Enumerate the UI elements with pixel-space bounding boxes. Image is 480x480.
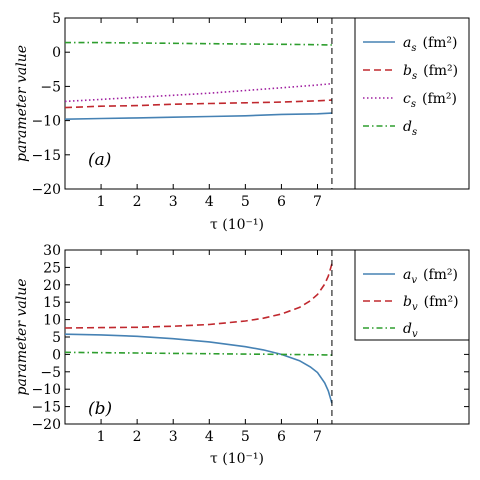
x-tick-label: 4 (205, 429, 214, 445)
legend-entry: cs (fm²) (403, 91, 457, 110)
y-tick-label: 5 (52, 11, 61, 27)
series-line-d-s (65, 41, 332, 46)
y-tick-label: 10 (43, 313, 61, 329)
y-tick-label: −5 (40, 79, 61, 95)
series-line-c-s (64, 82, 332, 103)
legend-entry: bv (fm²) (403, 294, 459, 313)
legend-entry: bs (fm²) (403, 63, 458, 82)
x-tick-label: 5 (241, 429, 250, 445)
chart-panel-1: 5 0 −5 −10 −15 −20 1 2 3 4 5 6 7 (a) as (fm²) bs (fm²) cs(… (14, 11, 470, 233)
legend-entry: dv (403, 321, 418, 340)
x-tick-label: 6 (277, 194, 286, 210)
y-tick-label: 0 (52, 45, 61, 61)
x-tick-label: 7 (313, 429, 322, 445)
y-tick-label: −15 (31, 400, 61, 416)
x-tick-label: 1 (97, 194, 106, 210)
series-line-a-v (64, 333, 333, 404)
x-tick-label: 2 (133, 194, 142, 210)
x-tick-label: 6 (277, 429, 286, 445)
x-tick-label: 7 (313, 194, 322, 210)
x-tick-label: 3 (169, 194, 178, 210)
y-tick-label: −15 (31, 148, 61, 164)
series-line-b-v (64, 263, 333, 329)
y-tick-label: −5 (40, 365, 61, 381)
panel-label: (a) (88, 150, 111, 170)
legend-box (354, 249, 470, 341)
y-tick-label: −10 (31, 382, 61, 398)
panel-label: (b) (88, 399, 112, 419)
series-line-a-s (64, 112, 332, 120)
x-tick-label: 3 (169, 429, 178, 445)
legend-box (354, 17, 470, 190)
x-axis-label: τ (10⁻¹) (210, 451, 264, 467)
series-line-d-v (64, 351, 332, 356)
y-tick-label: 0 (52, 347, 61, 363)
x-tick-label: 2 (133, 429, 142, 445)
x-tick-label: 1 (97, 429, 106, 445)
y-axis-label: parameter value (14, 45, 30, 162)
y-axis-label: parameter value (14, 279, 30, 396)
x-axis-label: τ (10⁻¹) (210, 217, 264, 233)
legend-entry: av (fm²) (403, 267, 458, 286)
y-tick-label: −20 (31, 417, 61, 433)
x-tick-label: 5 (241, 194, 250, 210)
x-tick-label: 4 (205, 194, 214, 210)
series-line-b-s (64, 99, 332, 109)
y-tick-label: −20 (31, 182, 61, 198)
y-tick-label: 15 (43, 295, 61, 311)
y-tick-label: 5 (52, 330, 61, 346)
y-tick-label: 25 (43, 260, 61, 276)
y-tick-label: 20 (43, 278, 61, 294)
legend-entry: as (fm²) (403, 35, 458, 54)
y-tick-label: −10 (31, 114, 61, 130)
legend-entry: ds (403, 119, 417, 138)
y-tick-label: 30 (43, 243, 61, 259)
